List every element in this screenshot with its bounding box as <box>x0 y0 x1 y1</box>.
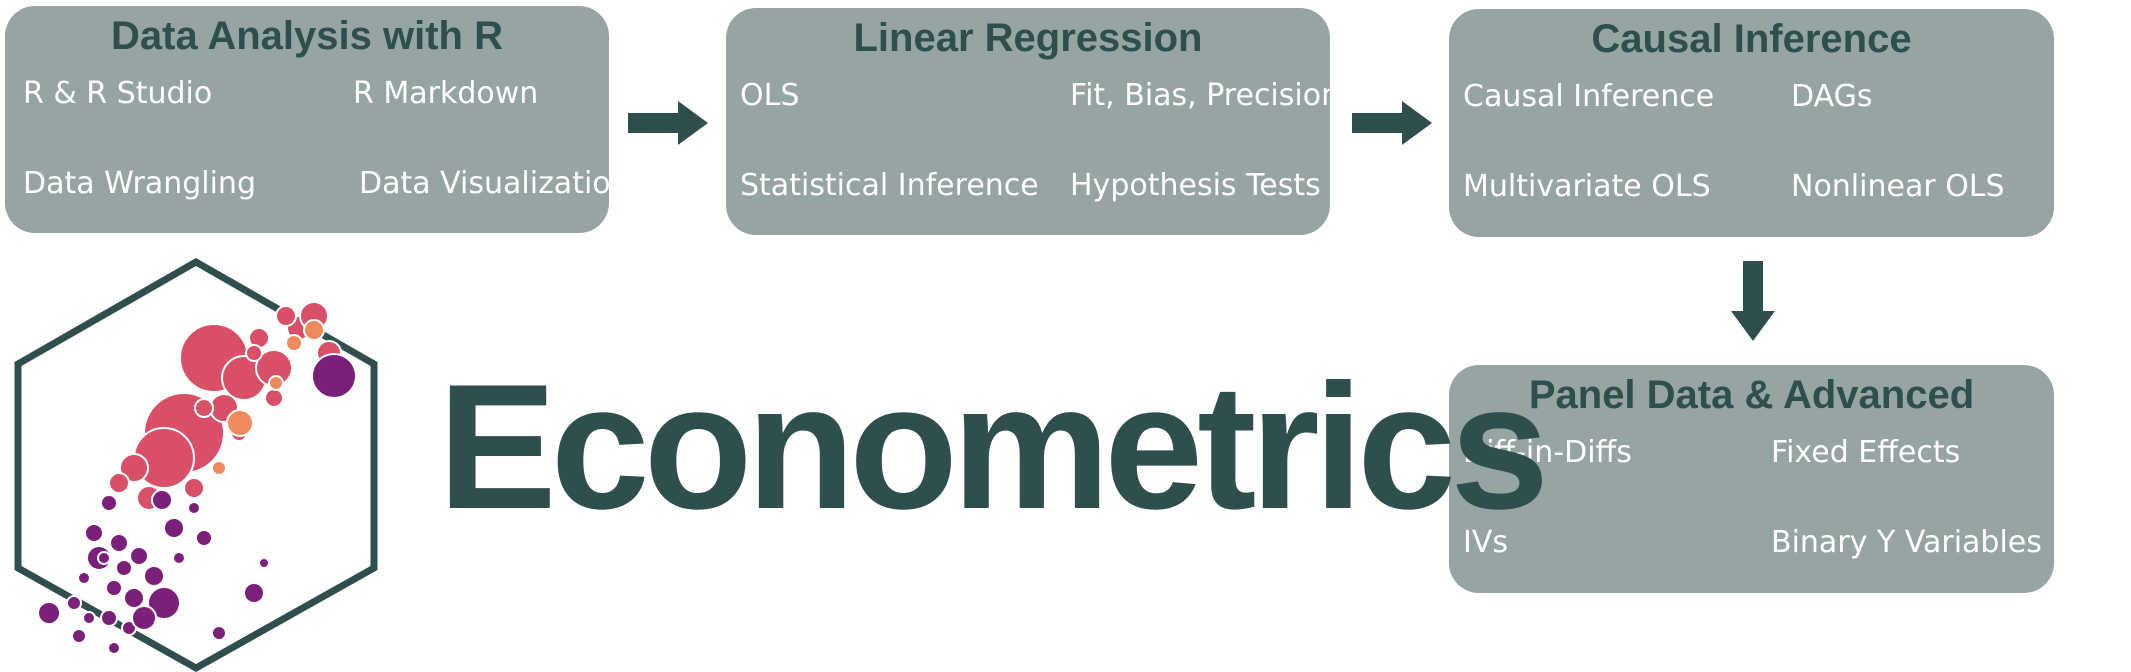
box-item: Data Wrangling <box>23 166 256 201</box>
bubble-mark <box>100 494 118 512</box>
bubble-mark <box>84 523 104 543</box>
bubble-mark <box>211 460 227 476</box>
bubble-mark <box>82 611 96 625</box>
arrow-right-icon <box>1352 101 1432 145</box>
box-item: R Markdown <box>353 76 539 111</box>
econometrics-wordmark: Econometrics <box>438 347 1549 546</box>
bubble-mark <box>245 344 263 362</box>
box-item: Data Visualization <box>359 166 630 201</box>
bubble-mark <box>115 559 133 577</box>
box-title: Linear Regression <box>853 16 1203 60</box>
bubble-mark <box>129 546 149 566</box>
bubble-mark <box>243 582 265 604</box>
bubble-mark <box>311 353 357 399</box>
bubble-mark <box>107 641 121 655</box>
box-item: Multivariate OLS <box>1463 169 1711 204</box>
box-item: IVs <box>1463 525 1508 560</box>
box-item: Statistical Inference <box>740 168 1039 203</box>
box-title: Panel Data & Advanced <box>1528 373 1975 417</box>
hexagon-bubble-chart-logo <box>14 258 378 672</box>
box-item: OLS <box>740 78 800 113</box>
bubble-mark <box>226 409 254 437</box>
bubble-mark <box>303 319 325 341</box>
bubble-mark <box>258 557 270 569</box>
bubble-mark <box>66 595 82 611</box>
bubble-mark <box>109 533 129 553</box>
bubble-mark <box>163 517 185 539</box>
box-item: Hypothesis Tests <box>1070 168 1321 203</box>
bubble-mark <box>285 334 303 352</box>
box-item: Fixed Effects <box>1771 435 1961 470</box>
bubble-mark <box>211 625 227 641</box>
bubble-mark <box>147 586 181 620</box>
bubble-mark <box>37 601 61 625</box>
bubble-mark <box>77 571 91 585</box>
box-item: Binary Y Variables <box>1771 525 2042 560</box>
box-panel-data-advanced: Panel Data & Advanced Diff-in-Diffs Fixe… <box>1449 365 2054 593</box>
bubble-mark <box>151 489 173 511</box>
bubble-mark <box>108 472 130 494</box>
arrow-right-icon <box>628 101 708 145</box>
arrow-down-icon <box>1731 261 1775 341</box>
box-title: Causal Inference <box>1591 17 1912 61</box>
bubble-mark <box>275 305 297 327</box>
bubble-mark <box>71 628 87 644</box>
bubble-mark <box>268 375 284 391</box>
bubble-mark <box>172 551 186 565</box>
box-item: Nonlinear OLS <box>1791 169 2005 204</box>
box-item: Fit, Bias, Precision <box>1070 78 1341 113</box>
box-item: Causal Inference <box>1463 79 1715 114</box>
box-title: Data Analysis with R <box>111 14 503 58</box>
bubble-mark <box>194 398 214 418</box>
bubble-mark <box>187 501 201 515</box>
box-item: R & R Studio <box>23 76 213 111</box>
box-data-analysis-with-r: Data Analysis with R R & R Studio R Mark… <box>5 6 630 233</box>
bubble-mark <box>100 609 118 627</box>
bubble-mark <box>143 565 165 587</box>
bubble-mark <box>105 579 123 597</box>
bubble-mark <box>97 551 111 565</box>
bubble-mark <box>264 388 284 408</box>
bubble-mark <box>131 605 157 631</box>
box-linear-regression: Linear Regression OLS Fit, Bias, Precisi… <box>726 8 1340 235</box>
bubble-mark <box>119 453 149 483</box>
box-item: Diff-in-Diffs <box>1463 435 1632 470</box>
box-causal-inference: Causal Inference Causal Inference DAGs M… <box>1449 9 2054 237</box>
box-item: DAGs <box>1791 79 1873 114</box>
bubble-mark <box>123 587 145 609</box>
bubble-mark <box>195 529 213 547</box>
bubble-mark <box>183 477 205 499</box>
